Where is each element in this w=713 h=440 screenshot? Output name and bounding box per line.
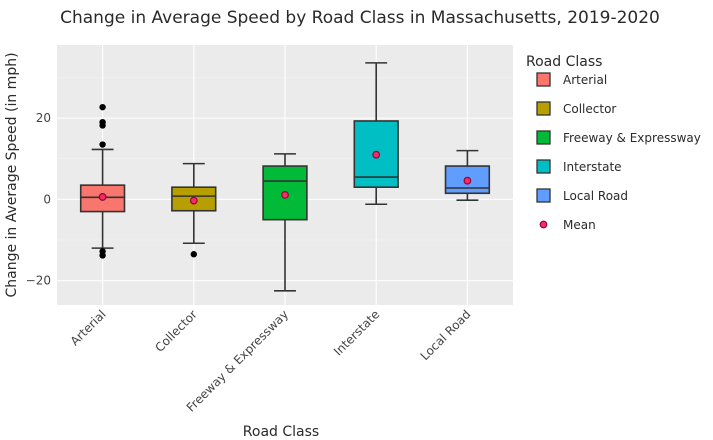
legend-swatch: [536, 159, 551, 174]
box-interstate: [353, 62, 399, 206]
box-collector: [171, 162, 217, 258]
mean-point: [98, 193, 107, 201]
mean-point: [281, 191, 289, 199]
outlier-point: [99, 103, 106, 111]
y-axis-title: Change in Average Speed (in mph): [4, 52, 20, 297]
legend-label: Interstate: [563, 160, 622, 174]
x-tick-label: Interstate: [331, 307, 382, 358]
box-freeway-expressway: [262, 153, 308, 292]
x-tick-label: Local Road: [418, 307, 474, 363]
y-tick-label: 20: [36, 111, 51, 125]
y-axis-ticks: −20 0 20: [26, 111, 51, 288]
boxes: [79, 62, 491, 292]
box-arterial: [79, 103, 126, 259]
legend-label: Collector: [563, 102, 616, 116]
mean-point: [372, 150, 381, 159]
outlier-point: [190, 251, 197, 258]
legend-swatch: [536, 130, 551, 145]
legend-label: Local Road: [563, 189, 628, 203]
box-local-road: [444, 149, 491, 201]
y-tick-label: 0: [43, 192, 51, 206]
legend: Road Class Arterial Collector Freeway & Ex…: [526, 54, 701, 232]
outlier-point: [99, 122, 106, 129]
x-tick-label: Collector: [152, 307, 200, 355]
mean-point: [463, 176, 472, 185]
legend-swatch: [536, 72, 551, 87]
mean-point: [189, 196, 198, 205]
chart-title: Change in Average Speed by Road Class in…: [60, 8, 660, 28]
x-axis-title: Road Class: [243, 424, 319, 440]
legend-swatch: [536, 188, 551, 203]
legend-title: Road Class: [526, 54, 602, 70]
outlier-point: [99, 252, 106, 259]
legend-mean-marker: [539, 220, 548, 229]
y-tick-label: −20: [26, 274, 51, 288]
outlier-point: [99, 141, 106, 148]
legend-label: Mean: [563, 218, 596, 232]
x-tick-label: Arterial: [68, 307, 109, 348]
x-tick-label: Freeway & Expressway: [184, 307, 291, 414]
legend-label: Freeway & Expressway: [563, 131, 701, 145]
legend-swatch: [536, 101, 551, 116]
legend-label: Arterial: [563, 73, 607, 87]
